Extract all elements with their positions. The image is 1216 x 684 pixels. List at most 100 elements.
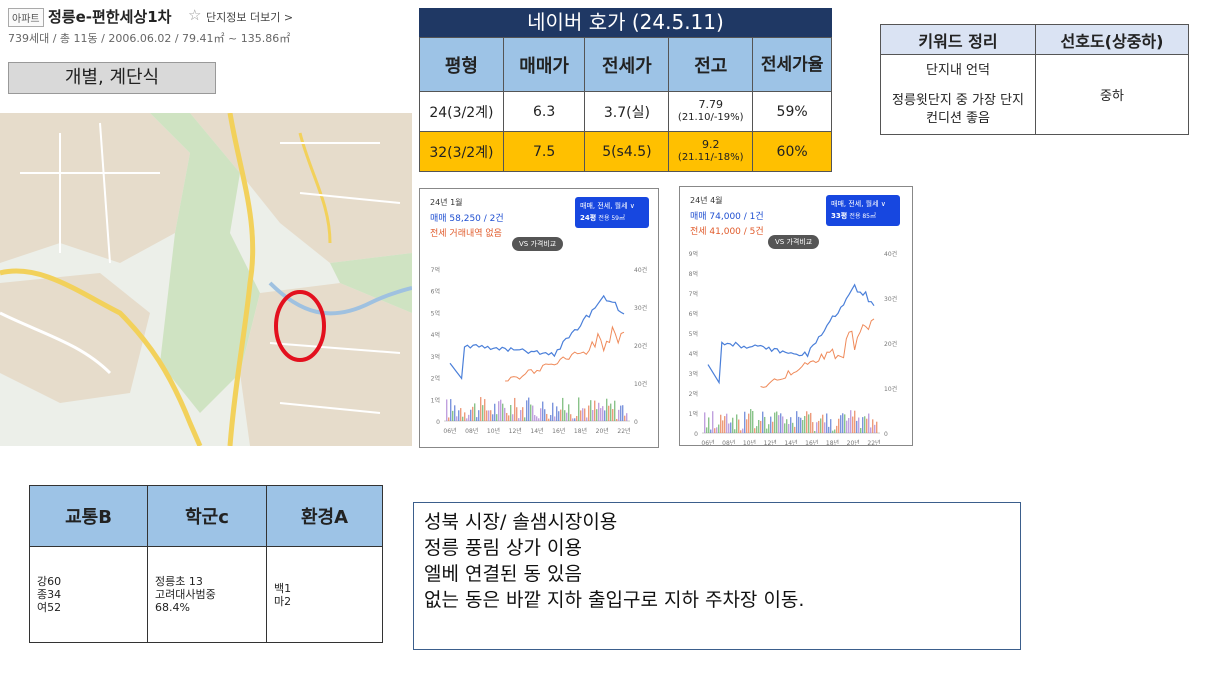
volume-bar bbox=[626, 413, 628, 421]
trade-type-filter[interactable]: 매매, 전세, 월세 ∨ 24평 전용 59㎡ bbox=[575, 197, 649, 228]
volume-bar bbox=[462, 416, 464, 421]
volume-bar bbox=[734, 429, 736, 433]
volume-bar bbox=[510, 405, 512, 421]
volume-bar bbox=[502, 403, 504, 421]
cell-ratio: 60% bbox=[752, 131, 832, 172]
volume-bar bbox=[458, 410, 460, 421]
complex-info-more-link[interactable]: 단지정보 더보기 > bbox=[206, 11, 294, 24]
transport-line: 종34 bbox=[37, 588, 62, 601]
volume-bar bbox=[538, 418, 540, 421]
complex-name[interactable]: 정릉e-편한세상1차 bbox=[48, 8, 172, 26]
volume-bar bbox=[476, 417, 478, 421]
volume-bar bbox=[746, 419, 748, 433]
keyword-table: 키워드 정리 선호도(상중하) 단지내 언덕 정릉윗단지 중 가장 단지컨디션 … bbox=[880, 24, 1189, 135]
volume-bar bbox=[554, 416, 556, 421]
volume-bar bbox=[518, 418, 520, 421]
volume-bar bbox=[490, 410, 492, 421]
favorite-star-icon[interactable]: ☆ bbox=[188, 6, 202, 24]
x-tick-label: 06년 bbox=[443, 427, 456, 435]
y2-tick-label: 30건 bbox=[634, 304, 647, 312]
filter-label: 매매, 전세, 월세 ∨ bbox=[831, 200, 886, 208]
volume-bar bbox=[754, 428, 756, 433]
volume-bar bbox=[876, 421, 878, 433]
volume-bar bbox=[460, 408, 462, 421]
price-chart-24py: 24년 1월 매매 58,250 / 2건 전세 거래내역 없음 매매, 전세,… bbox=[419, 188, 659, 448]
jeonse-price-line bbox=[505, 325, 625, 382]
cell-jeonse: 3.7(실) bbox=[584, 91, 670, 132]
volume-bar bbox=[496, 414, 498, 421]
volume-bar bbox=[590, 400, 592, 421]
volume-bar bbox=[618, 409, 620, 421]
x-tick-label: 08년 bbox=[465, 427, 478, 435]
volume-bar bbox=[788, 424, 790, 433]
volume-bar bbox=[848, 417, 850, 433]
volume-bar bbox=[454, 405, 456, 421]
volume-bar bbox=[578, 397, 580, 421]
compare-price-button[interactable]: VS 가격비교 bbox=[768, 235, 820, 249]
volume-bar bbox=[470, 409, 472, 421]
trade-type-filter[interactable]: 매매, 전세, 월세 ∨ 33평 전용 85㎡ bbox=[826, 195, 900, 226]
transport-line: 여52 bbox=[37, 601, 62, 614]
volume-bar bbox=[826, 413, 828, 433]
volume-bar bbox=[526, 400, 528, 421]
volume-bar bbox=[832, 430, 834, 433]
col-header-sale: 매매가 bbox=[502, 37, 586, 92]
volume-bar bbox=[726, 413, 728, 433]
compare-price-button[interactable]: VS 가격비교 bbox=[512, 237, 564, 251]
volume-bar bbox=[548, 418, 550, 421]
y2-tick-label: 0 bbox=[634, 419, 638, 426]
environment-cell: 백1 마2 bbox=[266, 546, 383, 643]
volume-bar bbox=[520, 410, 522, 421]
volume-bar bbox=[522, 407, 524, 421]
x-tick-label: 18년 bbox=[574, 427, 587, 435]
volume-bar bbox=[508, 415, 510, 421]
volume-bar bbox=[446, 399, 448, 421]
volume-bar bbox=[820, 418, 822, 433]
volume-bar bbox=[718, 424, 720, 433]
cell-peak: 7.79 (21.10/-19%) bbox=[668, 91, 754, 132]
col-header-size: 평형 bbox=[419, 37, 504, 92]
volume-bar bbox=[780, 413, 782, 433]
price-chart-33py: 24년 4월 매매 74,000 / 1건 전세 41,000 / 5건 매매,… bbox=[679, 186, 913, 446]
volume-bar bbox=[546, 413, 548, 421]
volume-bar bbox=[786, 419, 788, 433]
volume-bar bbox=[720, 414, 722, 433]
volume-bar bbox=[624, 415, 626, 421]
volume-bar bbox=[834, 429, 836, 433]
volume-bar bbox=[612, 409, 614, 421]
volume-bar bbox=[498, 401, 500, 421]
volume-bar bbox=[714, 428, 716, 433]
y-tick-label: 0 bbox=[436, 419, 440, 426]
volume-bar bbox=[598, 402, 600, 421]
volume-bar bbox=[572, 418, 574, 421]
y-tick-label: 6억 bbox=[689, 310, 698, 318]
volume-bar bbox=[824, 422, 826, 433]
environment-line: 백1 bbox=[274, 581, 292, 595]
volume-bar bbox=[816, 422, 818, 433]
location-map[interactable] bbox=[0, 113, 412, 446]
col-header-ratio: 전세가율 bbox=[752, 37, 832, 92]
volume-bar bbox=[464, 412, 466, 421]
volume-bar bbox=[488, 410, 490, 421]
complex-info: 739세대 / 총 11동 / 2006.06.02 / 79.41㎡ ~ 13… bbox=[8, 32, 291, 45]
col-header-transport: 교통B bbox=[29, 485, 148, 547]
volume-bar bbox=[842, 413, 844, 433]
y-tick-label: 8억 bbox=[689, 270, 698, 278]
cell-size: 24(3/2계) bbox=[419, 91, 504, 132]
volume-bar bbox=[872, 419, 874, 433]
volume-bar bbox=[558, 411, 560, 421]
cell-peak-sub: (21.11/-18%) bbox=[677, 152, 744, 163]
complex-header: 아파트 정릉e-편한세상1차 ☆ 단지정보 더보기 > 739세대 / 총 11… bbox=[8, 6, 408, 46]
keyword-line: 단지내 언덕 bbox=[926, 62, 990, 78]
volume-bar bbox=[504, 407, 506, 421]
volume-bar bbox=[516, 407, 518, 421]
volume-bar bbox=[466, 418, 468, 421]
volume-bar bbox=[836, 425, 838, 433]
volume-bar bbox=[584, 408, 586, 421]
volume-bar bbox=[774, 412, 776, 433]
volume-bar bbox=[732, 417, 734, 433]
volume-bar bbox=[782, 416, 784, 433]
col-header-school: 학군c bbox=[147, 485, 267, 547]
volume-bar bbox=[512, 414, 514, 421]
